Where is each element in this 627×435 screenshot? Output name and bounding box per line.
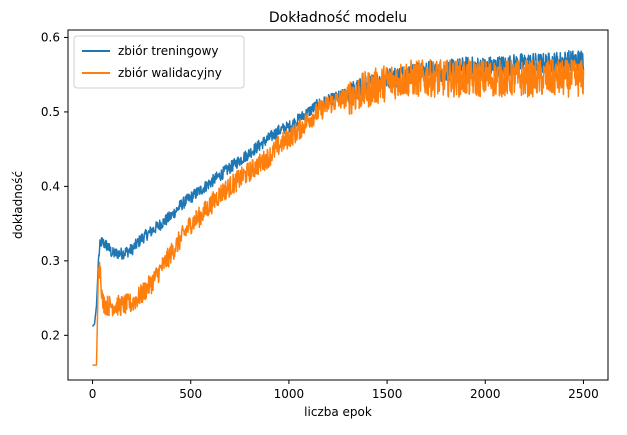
legend-box	[73, 35, 245, 89]
x-tick-label: 500	[179, 387, 202, 401]
y-tick-label: 0.2	[41, 328, 60, 342]
x-tick-label: 2000	[470, 387, 501, 401]
x-tick-label: 1500	[372, 387, 403, 401]
x-tick-label: 0	[89, 387, 97, 401]
series-layer	[91, 50, 585, 366]
legend-label: zbiór treningowy	[118, 44, 219, 58]
y-axis-label: dokładność	[11, 171, 25, 239]
y-tick-label: 0.6	[41, 30, 60, 44]
ticks-layer: 0 500 1000 1500 2000 2500 0.2 0.3 0.4 0.5 0.6	[41, 30, 599, 401]
y-tick-label: 0.3	[41, 254, 60, 268]
x-tick-label: 2500	[568, 387, 599, 401]
x-axis-label: liczba epok	[304, 405, 372, 419]
series-line-2	[92, 58, 585, 366]
y-tick-label: 0.5	[41, 105, 60, 119]
y-tick-label: 0.4	[41, 179, 60, 193]
chart-title: Dokładność modelu	[269, 10, 407, 26]
legend: zbiór treningowy zbiór walidacyjny	[73, 35, 245, 89]
legend-label: zbiór walidacyjny	[118, 66, 222, 80]
x-tick-label: 1000	[274, 387, 305, 401]
axes-frame	[67, 29, 609, 381]
